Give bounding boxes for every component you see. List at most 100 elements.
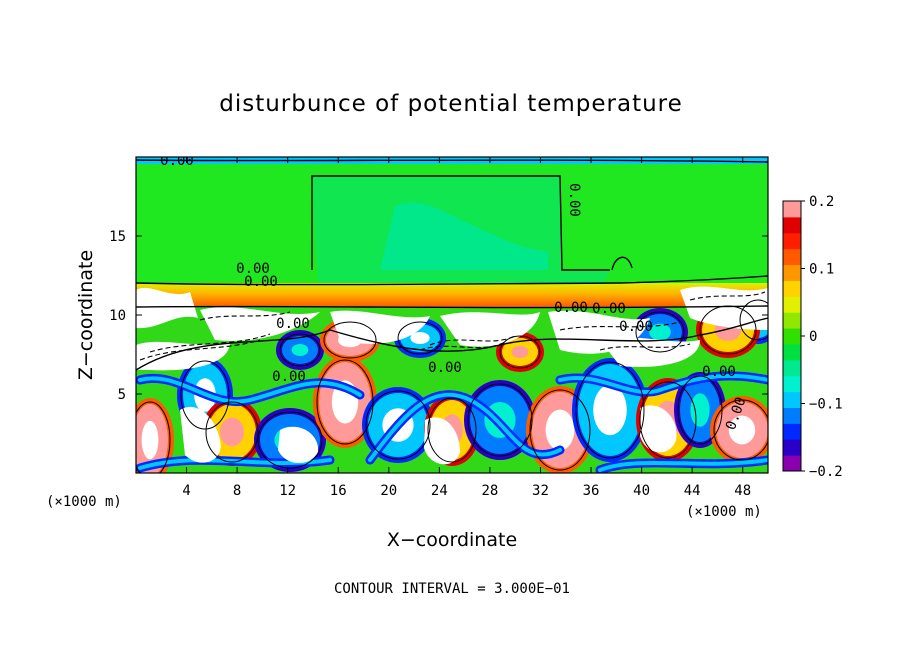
x-tick-label: 28 xyxy=(481,483,498,499)
colorbar-swatch xyxy=(783,423,801,440)
x-unit-label-right: (×1000 m) xyxy=(686,504,762,520)
cold-streak-inner xyxy=(558,373,768,394)
contour-loop xyxy=(136,401,171,473)
neutral-region xyxy=(424,417,460,465)
eddy-core xyxy=(291,344,309,356)
colorbar-swatch xyxy=(783,391,801,408)
contour-loop xyxy=(575,361,645,459)
eddy-core xyxy=(511,346,529,358)
contour-label: 0.00 xyxy=(428,360,462,376)
contour-line-negative xyxy=(689,291,766,301)
chart-title: disturbunce of potential temperature xyxy=(219,91,683,117)
cold-streak-inner xyxy=(368,392,562,462)
colorbar-swatch xyxy=(783,455,801,472)
x-tick-label: 32 xyxy=(532,483,549,499)
contour-line xyxy=(136,305,768,309)
contour-loop xyxy=(323,321,377,359)
inversion-band xyxy=(136,283,768,307)
x-tick-label: 40 xyxy=(633,483,650,499)
contour-lines xyxy=(136,159,768,473)
contour-line xyxy=(136,275,768,286)
contour-loop xyxy=(205,401,259,463)
contour-label: 0.00 xyxy=(554,300,588,316)
colorbar-swatch xyxy=(783,264,801,281)
contour-line-negative xyxy=(419,341,506,351)
eddy-core xyxy=(649,323,671,341)
contour-line xyxy=(611,256,633,271)
x-tick-label: 44 xyxy=(684,483,701,499)
colorbar-tick-label: 0.1 xyxy=(809,262,834,278)
x-unit-label-left: (×1000 m) xyxy=(46,494,122,510)
contour-loop xyxy=(677,375,723,445)
y-axis-ticks: 5 10 15 xyxy=(109,229,768,403)
y-tick-label: 15 xyxy=(109,229,126,245)
x-tick-label: 12 xyxy=(279,483,296,499)
neutral-region xyxy=(440,312,540,347)
contour-interval-footer: CONTOUR INTERVAL = 3.000E−01 xyxy=(334,581,570,597)
contour-label: 0.00 xyxy=(272,369,306,385)
x-tick-label: 24 xyxy=(431,483,448,499)
contour-loop xyxy=(397,321,443,355)
contour-label: 0.00 xyxy=(592,301,626,317)
contour-label: 0.00 xyxy=(276,316,310,332)
cold-streak-inner xyxy=(138,458,332,470)
colorbar: 0.2 0.1 0 −0.1 −0.2 xyxy=(783,194,843,480)
eddy-core xyxy=(141,420,159,460)
eddy-core xyxy=(545,409,575,451)
contour-line-negative xyxy=(429,335,516,346)
contour-line-negative xyxy=(139,339,261,361)
x-axis-ticks: 4 8 12 16 20 24 28 32 36 40 44 48 xyxy=(182,157,751,499)
colorbar-swatch xyxy=(783,375,801,393)
eddy-core xyxy=(690,393,710,427)
colorbar-swatch xyxy=(783,312,801,329)
eddy-core xyxy=(410,332,430,344)
contour-loop xyxy=(427,397,477,463)
contour-label: 0.00 xyxy=(244,274,278,290)
colorbar-tick-label: 0 xyxy=(809,329,817,345)
x-tick-label: 16 xyxy=(330,483,347,499)
contour-label: 0.00 xyxy=(566,183,582,217)
colorbar-swatch xyxy=(783,248,801,266)
y-tick-label: 5 xyxy=(118,387,126,403)
plot-area: 0.000.000.000.000.000.000.00 0.000.000.00… xyxy=(136,153,768,473)
contour-loop xyxy=(316,359,374,445)
x-tick-label: 4 xyxy=(182,483,190,499)
colorbar-swatch xyxy=(783,328,801,345)
contour-line-negative xyxy=(149,333,271,353)
eddy-core xyxy=(728,415,756,445)
contour-loop xyxy=(180,360,230,430)
contour-loop xyxy=(499,335,541,369)
colorbar-swatch xyxy=(783,359,801,377)
x-tick-label: 48 xyxy=(734,483,751,499)
neutral-region xyxy=(136,287,198,329)
contour-label: 0.00 xyxy=(702,364,736,380)
contour-loop xyxy=(279,333,321,367)
neutral-region xyxy=(330,310,430,344)
contour-loop xyxy=(365,390,431,460)
cold-streak-inner xyxy=(138,376,362,404)
y-tick-label: 10 xyxy=(109,308,126,324)
x-tick-label: 36 xyxy=(583,483,600,499)
contour-loop xyxy=(467,383,533,457)
contour-line-negative xyxy=(199,311,291,321)
contour-loop xyxy=(699,305,757,355)
contour-loop xyxy=(713,399,768,461)
neutral-region xyxy=(278,426,319,464)
colorbar-tick-label: −0.1 xyxy=(809,397,843,413)
colorbar-swatch xyxy=(783,232,801,250)
colorbar-swatch xyxy=(783,343,801,361)
contour-label: 0.00 xyxy=(160,153,194,169)
x-axis-label: X−coordinate xyxy=(387,529,517,551)
contour-loop xyxy=(635,311,685,353)
colorbar-frame xyxy=(782,200,802,472)
colorbar-swatch xyxy=(783,439,801,456)
colorbar-tick-label: 0.2 xyxy=(809,194,834,210)
central-cool-core xyxy=(380,202,548,270)
eddy-core xyxy=(593,384,627,436)
contour-line-negative xyxy=(599,343,691,351)
contour-line-negative xyxy=(559,321,681,331)
x-tick-label: 20 xyxy=(380,483,397,499)
colorbar-tick-label: −0.2 xyxy=(809,464,843,480)
contour-line xyxy=(136,159,768,163)
